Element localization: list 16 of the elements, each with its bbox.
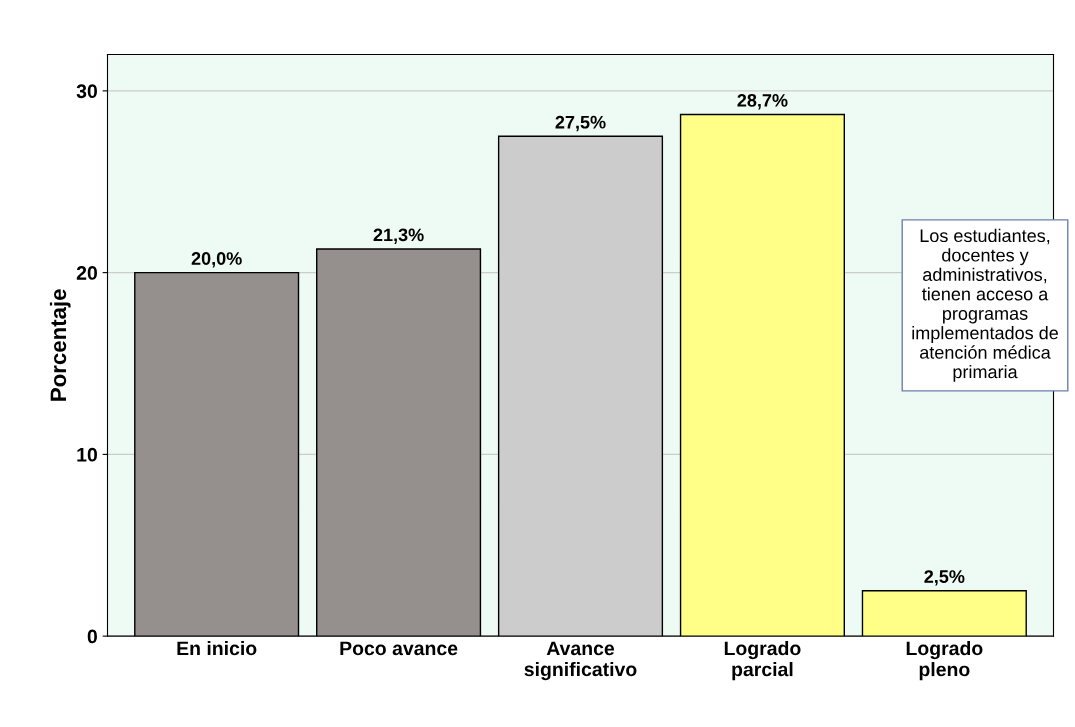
x-tick-label: Logrado pleno [906,640,983,681]
data-label: 2,5% [924,570,965,586]
data-label: 20,0% [191,252,242,268]
x-tick-label: Logrado parcial [724,640,801,681]
y-tick-label: 10 [77,447,97,462]
annotation: Los estudiantes, docentes y administrativos, tienen acceso a programas implementados de atención médica primaria [912,228,1058,382]
y-tick-label: 20 [76,266,97,280]
y-tick-label: 0 [87,629,97,644]
x-tick-label: Avance significativo [524,641,637,681]
data-label: 21,3% [373,228,424,244]
x-tick-label: En inicio [177,640,257,656]
data-label: 27,5% [555,115,606,132]
x-tick-label: Poco avance [340,641,458,656]
y-axis-title: Porcentaje [49,289,71,401]
data-label: 28,7% [737,93,788,110]
y-tick-label: 30 [76,84,97,99]
